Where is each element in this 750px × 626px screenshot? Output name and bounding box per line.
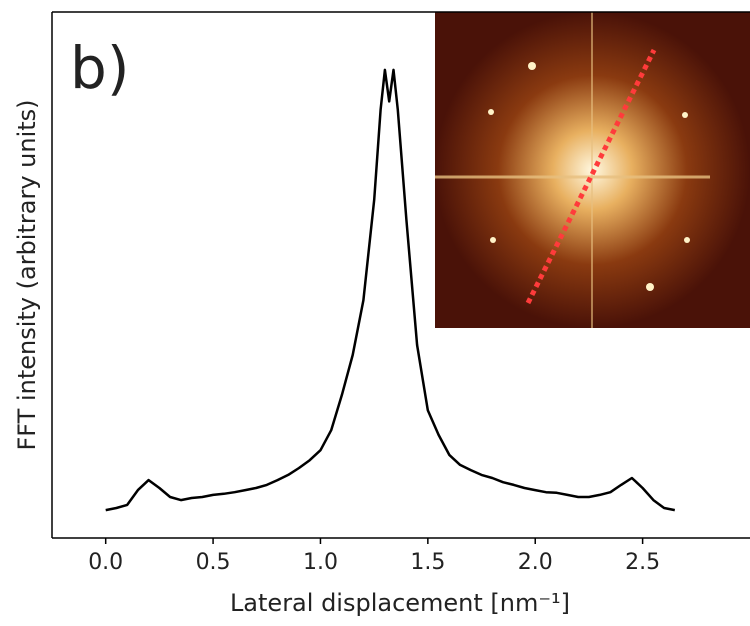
x-tick-label: 0.0 xyxy=(88,550,123,575)
x-tick-label: 0.5 xyxy=(196,550,231,575)
panel-label: b) xyxy=(70,34,129,102)
chart: b) Lateral displacement [nm⁻¹] FFT inten… xyxy=(0,0,750,626)
x-tick-label: 2.0 xyxy=(518,550,553,575)
x-tick-label: 1.0 xyxy=(303,550,338,575)
x-tick-label: 1.5 xyxy=(410,550,445,575)
x-axis-label: Lateral displacement [nm⁻¹] xyxy=(230,589,570,617)
x-tick-label: 2.5 xyxy=(625,550,660,575)
y-axis-label: FFT intensity (arbitrary units) xyxy=(13,99,41,450)
inset-image xyxy=(435,12,750,328)
